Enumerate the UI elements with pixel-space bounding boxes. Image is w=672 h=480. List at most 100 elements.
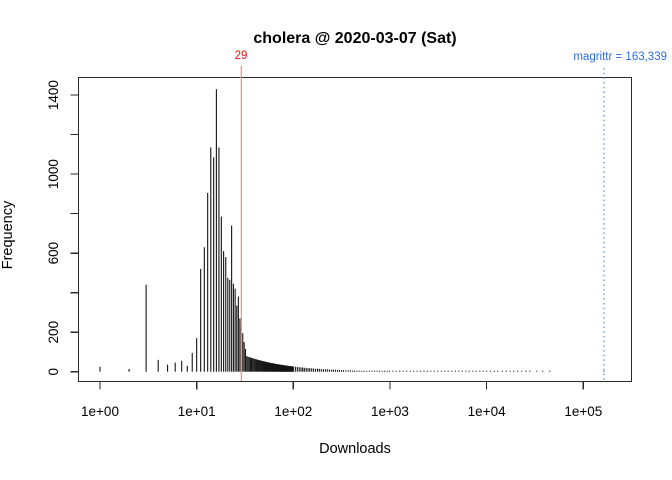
histogram-bar: [328, 369, 330, 372]
histogram-bar: [307, 368, 309, 372]
histogram-bar: [378, 370, 381, 372]
histogram-bar: [274, 363, 276, 372]
histogram-bar: [356, 370, 358, 372]
histogram-bar: [542, 370, 544, 372]
histogram-bar: [315, 368, 317, 372]
histogram-bar: [280, 364, 282, 372]
histogram-bar: [145, 284, 147, 372]
histogram-bar: [334, 369, 337, 372]
histogram-bar: [363, 370, 365, 372]
histogram-bar: [313, 368, 315, 372]
y-tick-label: 0: [46, 368, 61, 376]
histogram-bar: [292, 366, 294, 372]
histogram-bar: [300, 367, 302, 372]
histogram-bar: [482, 370, 484, 372]
histogram-bar: [213, 157, 215, 372]
x-tick-label: 1e+01: [178, 404, 216, 419]
histogram-bar: [279, 364, 281, 372]
histogram-bar: [215, 89, 217, 372]
histogram-bar: [99, 366, 101, 372]
histogram-bar: [302, 367, 304, 372]
histogram-bar: [347, 370, 349, 372]
histogram-bar: [268, 362, 270, 372]
histogram-bar: [253, 358, 255, 372]
histogram-bar: [128, 368, 130, 372]
histogram-bar: [186, 365, 188, 372]
histogram-bar: [305, 367, 307, 372]
plot-title: cholera @ 2020-03-07 (Sat): [253, 30, 457, 47]
histogram-bar: [376, 370, 378, 372]
histogram-bar: [167, 364, 169, 372]
histogram-bar: [342, 370, 344, 372]
histogram-bar: [203, 247, 205, 372]
histogram-bar: [303, 367, 305, 372]
histogram-bar: [261, 361, 264, 372]
histogram-bar: [262, 361, 264, 372]
histogram-bar: [451, 370, 453, 372]
histogram-bar: [232, 283, 234, 372]
histogram-bar: [461, 370, 463, 372]
histogram-bar: [603, 370, 605, 372]
histogram-bar: [259, 360, 261, 372]
histogram-bar: [440, 370, 442, 372]
histogram-bar: [549, 370, 551, 372]
histogram-bar: [384, 370, 386, 372]
histogram-bar: [479, 370, 481, 372]
histogram-bar: [447, 370, 449, 372]
histogram-bar: [267, 362, 269, 372]
histogram-bar: [361, 370, 363, 372]
histogram-bar: [252, 358, 254, 372]
histogram-bar: [276, 364, 278, 372]
histogram-bar: [210, 147, 212, 372]
histogram-bar: [423, 370, 425, 372]
histogram-bar: [249, 357, 251, 372]
histogram-bar: [207, 192, 209, 372]
histogram-bar: [311, 368, 313, 372]
histogram-bar: [236, 305, 238, 372]
histogram-bar: [330, 369, 332, 372]
histogram-bar: [275, 363, 278, 372]
histogram-bar: [444, 370, 446, 372]
histogram-bar: [433, 370, 435, 372]
threshold-value-label: 29: [234, 50, 248, 62]
y-tick-label: 600: [46, 242, 61, 265]
histogram-bar: [419, 370, 422, 372]
histogram-bar: [272, 363, 274, 372]
histogram-bar: [497, 370, 499, 372]
histogram-bar: [501, 370, 503, 372]
histogram-bar: [272, 363, 274, 372]
histogram-bar: [505, 370, 507, 372]
histogram-bar: [536, 370, 538, 372]
x-tick-label: 1e+04: [468, 404, 506, 419]
histogram-bar: [280, 364, 282, 372]
histogram-bar: [266, 362, 268, 372]
x-tick-label: 1e+03: [371, 404, 409, 419]
x-tick-label: 1e+00: [81, 404, 119, 419]
histogram-bar: [465, 370, 467, 372]
histogram-bar: [200, 268, 202, 372]
histogram-bar: [406, 370, 408, 372]
histogram-bar: [309, 368, 311, 372]
histogram-bar: [296, 366, 298, 372]
histogram-bar: [409, 370, 411, 372]
histogram-bar: [263, 361, 265, 372]
histogram-bar: [318, 368, 320, 372]
histogram-bar: [358, 370, 360, 372]
histogram-bar: [402, 370, 404, 372]
histogram-bar: [320, 369, 322, 372]
histogram-bar: [248, 357, 250, 372]
magrittr-annotation-label: magrittr = 163,339: [573, 51, 667, 63]
histogram-bar: [386, 370, 388, 372]
histogram-bar: [251, 357, 253, 372]
histogram-bar: [430, 370, 432, 372]
histogram-bar: [326, 369, 328, 372]
histogram-bar: [270, 363, 272, 372]
histogram-bar: [472, 370, 474, 372]
x-axis-title: Downloads: [319, 441, 391, 457]
histogram-bar: [254, 358, 256, 372]
histogram-bar: [337, 369, 339, 372]
histogram-bar: [227, 277, 229, 372]
histogram-bar: [196, 338, 198, 372]
histogram-bar: [218, 147, 220, 372]
